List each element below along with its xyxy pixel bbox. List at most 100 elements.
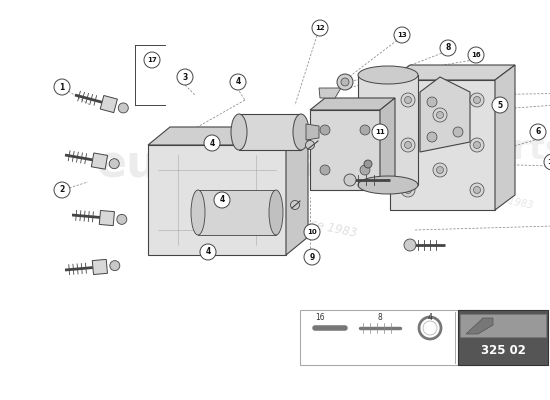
Circle shape	[474, 142, 481, 148]
Circle shape	[544, 154, 550, 170]
Ellipse shape	[337, 74, 353, 90]
Ellipse shape	[341, 78, 349, 86]
Text: 4: 4	[210, 138, 215, 148]
Text: europeparts: europeparts	[334, 134, 550, 166]
Polygon shape	[100, 96, 117, 113]
Circle shape	[474, 96, 481, 104]
Text: 6: 6	[535, 128, 541, 136]
Ellipse shape	[293, 114, 309, 150]
Ellipse shape	[423, 321, 437, 335]
Polygon shape	[358, 75, 418, 185]
Bar	[458, 310, 548, 365]
Text: 325 02: 325 02	[481, 344, 525, 358]
Ellipse shape	[191, 190, 205, 235]
Circle shape	[433, 163, 447, 177]
Text: a passion for parts since 1983: a passion for parts since 1983	[387, 170, 534, 210]
Polygon shape	[148, 145, 286, 255]
Polygon shape	[198, 190, 276, 235]
Ellipse shape	[110, 261, 120, 271]
Circle shape	[372, 124, 388, 140]
Ellipse shape	[364, 160, 372, 168]
Ellipse shape	[404, 239, 416, 251]
Circle shape	[304, 249, 320, 265]
Polygon shape	[380, 98, 395, 190]
Ellipse shape	[117, 214, 127, 224]
Text: 9: 9	[309, 252, 315, 262]
Ellipse shape	[118, 103, 128, 113]
Circle shape	[54, 79, 70, 95]
Circle shape	[453, 127, 463, 137]
Circle shape	[200, 244, 216, 260]
Text: 4: 4	[427, 312, 432, 322]
Text: 3: 3	[183, 72, 188, 82]
Circle shape	[401, 138, 415, 152]
Text: 14: 14	[547, 159, 550, 165]
Ellipse shape	[419, 317, 441, 339]
Circle shape	[304, 224, 320, 240]
Polygon shape	[100, 210, 114, 226]
Text: europeparts: europeparts	[96, 144, 404, 186]
Circle shape	[433, 108, 447, 122]
Text: 10: 10	[307, 229, 317, 235]
Circle shape	[320, 165, 330, 175]
Ellipse shape	[358, 66, 418, 84]
Text: 8: 8	[378, 312, 382, 322]
Circle shape	[404, 186, 411, 194]
Circle shape	[360, 165, 370, 175]
Text: 11: 11	[375, 129, 385, 135]
Polygon shape	[495, 65, 515, 210]
Circle shape	[404, 142, 411, 148]
Circle shape	[144, 52, 160, 68]
Circle shape	[470, 93, 484, 107]
Text: 16: 16	[315, 312, 325, 322]
Polygon shape	[310, 98, 395, 110]
Ellipse shape	[231, 114, 247, 150]
Circle shape	[470, 183, 484, 197]
Bar	[460, 314, 546, 337]
Circle shape	[360, 125, 370, 135]
Text: a passion for parts since 1983: a passion for parts since 1983	[182, 190, 359, 240]
Ellipse shape	[358, 176, 418, 194]
Circle shape	[437, 166, 443, 174]
Text: 5: 5	[497, 100, 503, 110]
Circle shape	[427, 132, 437, 142]
Circle shape	[530, 124, 546, 140]
Circle shape	[54, 182, 70, 198]
Ellipse shape	[305, 140, 315, 150]
Polygon shape	[306, 124, 319, 140]
Text: 17: 17	[147, 57, 157, 63]
Bar	[300, 310, 475, 365]
Polygon shape	[148, 127, 308, 145]
Ellipse shape	[290, 200, 300, 210]
Polygon shape	[239, 114, 301, 150]
Circle shape	[437, 112, 443, 118]
Circle shape	[204, 135, 220, 151]
Text: 8: 8	[446, 44, 450, 52]
Text: 12: 12	[315, 25, 325, 31]
Text: 4: 4	[205, 248, 211, 256]
Text: 1: 1	[59, 82, 65, 92]
Circle shape	[214, 192, 230, 208]
Polygon shape	[92, 259, 107, 274]
Circle shape	[492, 97, 508, 113]
Circle shape	[230, 74, 246, 90]
Circle shape	[470, 138, 484, 152]
Circle shape	[440, 40, 456, 56]
Circle shape	[468, 47, 484, 63]
Text: 13: 13	[397, 32, 407, 38]
Polygon shape	[310, 110, 380, 190]
Circle shape	[320, 125, 330, 135]
Circle shape	[427, 97, 437, 107]
Circle shape	[177, 69, 193, 85]
Ellipse shape	[269, 190, 283, 235]
Text: 2: 2	[59, 186, 65, 194]
Polygon shape	[91, 153, 108, 169]
Text: 16: 16	[471, 52, 481, 58]
Polygon shape	[319, 88, 341, 98]
Polygon shape	[390, 65, 515, 80]
Circle shape	[404, 96, 411, 104]
Circle shape	[312, 20, 328, 36]
Circle shape	[401, 93, 415, 107]
Polygon shape	[286, 127, 308, 255]
Polygon shape	[466, 318, 493, 334]
